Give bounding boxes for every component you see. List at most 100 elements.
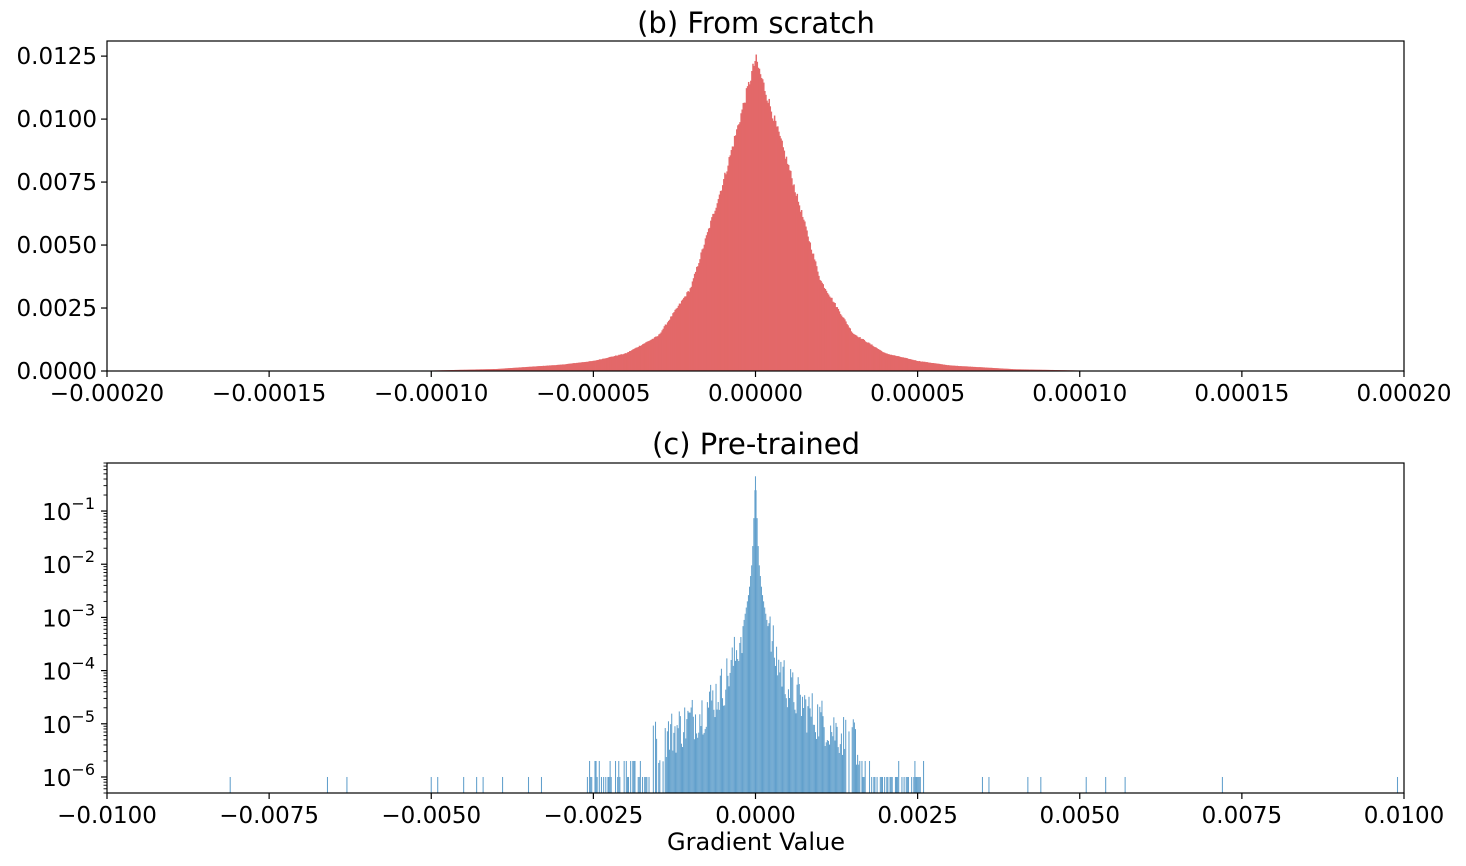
histogram-bar [859,337,861,371]
histogram-bar [556,364,559,371]
histogram-bar [819,706,821,793]
histogram-bar [623,760,625,793]
histogram-bar [977,367,979,371]
histogram-bar [821,282,823,371]
histogram-bar [476,369,479,371]
histogram-bar [890,776,892,793]
histogram-bar [738,661,740,793]
histogram-bar [894,355,897,371]
histogram-bar [758,68,761,371]
histogram-bar [701,700,703,793]
histogram-bar [817,704,819,793]
histogram-bar [886,776,888,793]
histogram-bar [484,369,486,371]
y-tick-exponent: −6 [71,760,95,779]
histogram-bar [730,150,733,371]
histogram-bar [1017,369,1019,371]
histogram-bar [841,317,844,371]
histogram-bar [993,367,995,371]
histogram-bar [689,712,691,793]
histogram-bar [731,647,733,793]
histogram-bar [1221,776,1223,793]
histogram-bar [701,249,703,371]
histogram-bar [979,367,981,371]
histogram-bar [799,694,801,793]
histogram-bar [567,363,569,371]
histogram-bar [711,700,713,793]
histogram-bar [682,747,684,793]
histogram-bar [752,546,754,793]
histogram-bar [930,362,933,371]
histogram-bar [715,207,717,371]
histogram-bar [853,334,856,371]
histogram-bar [773,657,775,793]
histogram-bar [911,359,913,371]
histogram-bar [745,607,747,793]
histogram-bar [586,776,588,793]
histogram-bar [749,586,751,793]
x-tick-label: −0.0050 [381,803,481,829]
histogram-bar [680,300,683,371]
histogram-bar [973,366,976,371]
histogram-bar [1038,369,1041,371]
histogram-bar [645,776,647,793]
histogram-bar [510,367,512,371]
histogram-bar [1003,368,1005,371]
histogram-bar [854,729,856,793]
histogram-bar [587,361,590,371]
histogram-bar [765,613,767,793]
histogram-bar [837,747,839,793]
y-tick-label: 0.0025 [17,296,97,322]
histogram-bar [662,761,664,793]
histogram-bar [503,368,506,371]
histogram-bar [739,122,741,371]
histogram-bar [720,190,723,371]
histogram-bar [710,684,712,793]
histogram-bar [692,278,695,371]
histogram-bar [974,366,977,371]
histogram-bar [789,170,791,371]
histogram-bar [546,365,549,371]
histogram-bar [669,749,671,793]
histogram-bar [832,736,834,793]
histogram-bar [972,366,975,371]
histogram-bar [923,361,925,371]
histogram-bar [785,698,787,793]
histogram-bar [595,760,597,793]
y-tick-exponent: −3 [71,600,95,619]
histogram-bar [501,368,503,371]
histogram-bar [1022,369,1024,371]
histogram-bar [654,336,657,371]
histogram-bar [495,369,497,371]
histogram-bar [913,776,915,793]
histogram-bar [594,760,596,793]
histogram-bar [632,349,634,371]
histogram-bar [699,714,701,793]
histogram-bar [539,366,541,371]
histogram-bars [431,54,1081,372]
histogram-bar [889,354,892,371]
histogram-bar [851,727,853,793]
histogram-bar [728,686,730,793]
histogram-bar [835,307,837,371]
histogram-bar [598,760,600,793]
histogram-bar [572,363,575,371]
histogram-bar [942,364,944,371]
histogram-bar [803,219,805,371]
histogram-bar [780,661,782,793]
histogram-bar [590,776,592,793]
histogram-bar [638,345,641,371]
histogram-bar [604,358,606,371]
histogram-bar [487,369,489,371]
y-tick-base: 10 [42,766,71,792]
histogram-bar [939,363,941,371]
histogram-bar [931,362,934,371]
histogram-bar [1018,369,1020,371]
histogram-bar [876,348,879,371]
histogram-bar [586,361,589,371]
histogram-bar [750,576,752,793]
histogram-bar [536,366,538,371]
histogram-bar [923,760,925,793]
histogram-bar [648,776,650,793]
histogram-bar [845,321,847,371]
